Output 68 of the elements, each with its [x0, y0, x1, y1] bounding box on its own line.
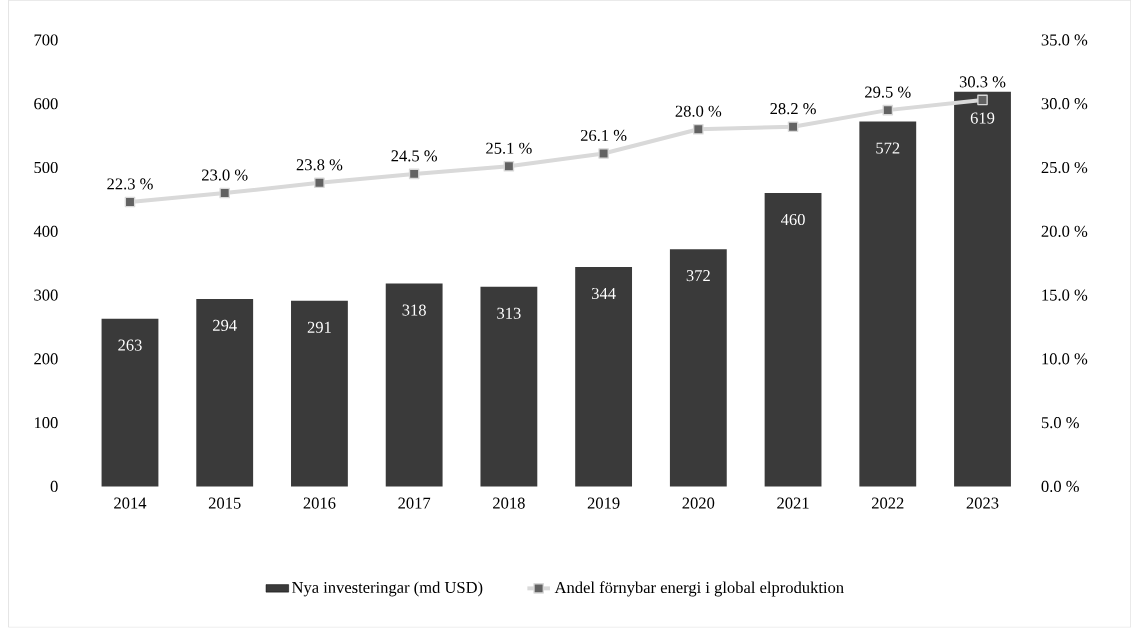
x-tick-label: 2015 [208, 497, 241, 509]
bar [575, 267, 633, 487]
y-tick-label: 700 [34, 34, 58, 46]
legend-label: Nya investeringar (md USD) [292, 581, 483, 597]
y2-tick-label: 35.0 % [1041, 34, 1088, 46]
point [787, 121, 799, 133]
y-tick-label: 300 [34, 289, 58, 301]
bar [669, 249, 727, 487]
y2-tick-label: 20.0 % [1041, 225, 1088, 238]
bar [196, 299, 254, 487]
x-tick-label: 2014 [114, 497, 147, 509]
data-label: 372 [686, 270, 710, 282]
x-tick-label: 2018 [493, 497, 525, 509]
x-tick-label: 2017 [398, 497, 431, 509]
bar [764, 193, 822, 487]
y-tick-label: 100 [34, 417, 58, 429]
y2-tick-label: 5.0 % [1041, 417, 1079, 429]
y2-tick-label: 15.0 % [1042, 289, 1088, 301]
point [598, 148, 609, 159]
data-label: 318 [402, 304, 426, 316]
y-tick-label: 500 [34, 162, 58, 174]
x-tick-label: 2021 [777, 497, 809, 509]
data-label: 23.8 % [296, 159, 343, 171]
data-label: 24.5 % [391, 150, 438, 162]
x-tick-label: 2016 [303, 497, 336, 509]
bar [385, 283, 443, 487]
y-tick-label: 600 [34, 98, 58, 110]
bar [480, 286, 538, 487]
data-label: 291 [307, 321, 331, 334]
data-label: 263 [118, 339, 142, 351]
y2-tick-label: 25.0 % [1041, 162, 1088, 174]
point [977, 94, 988, 106]
point [882, 105, 894, 116]
data-label: 28.0 % [675, 105, 722, 118]
data-label: 26.1 % [580, 130, 627, 142]
data-label: 313 [497, 307, 521, 320]
data-label: 344 [591, 288, 616, 300]
data-label: 23.0 % [202, 169, 248, 181]
point [314, 177, 325, 189]
x-tick-label: 2019 [587, 497, 620, 509]
data-label: 25.1 % [486, 142, 532, 155]
data-label: 22.3 % [107, 178, 153, 190]
point [693, 124, 704, 135]
data-label: 619 [970, 112, 995, 124]
bar [101, 318, 159, 487]
y2-tick-label: 30.0 % [1041, 98, 1088, 110]
y-tick-label: 0 [50, 481, 58, 493]
data-label: 28.2 % [770, 103, 816, 115]
data-label: 572 [876, 142, 900, 154]
point [408, 168, 420, 180]
x-tick-label: 2023 [966, 497, 999, 509]
x-tick-label: 2022 [871, 497, 904, 509]
data-label: 29.5 % [865, 86, 911, 98]
data-label: 460 [780, 214, 805, 226]
y-tick-label: 400 [33, 225, 58, 238]
point [124, 196, 136, 208]
y2-tick-label: 10.0 % [1042, 353, 1088, 365]
data-label: 294 [213, 320, 237, 332]
x-tick-label: 2020 [682, 497, 715, 509]
legend-label: Andel förnybar energi i global elproduktion [554, 581, 844, 597]
bar [291, 301, 348, 487]
bar [954, 91, 1011, 487]
y2-tick-label: 0.0 % [1041, 481, 1079, 493]
point [503, 161, 515, 172]
y-tick-label: 200 [34, 353, 58, 365]
bar [859, 121, 917, 487]
data-label: 30.3 % [959, 76, 1006, 88]
point [219, 187, 230, 199]
